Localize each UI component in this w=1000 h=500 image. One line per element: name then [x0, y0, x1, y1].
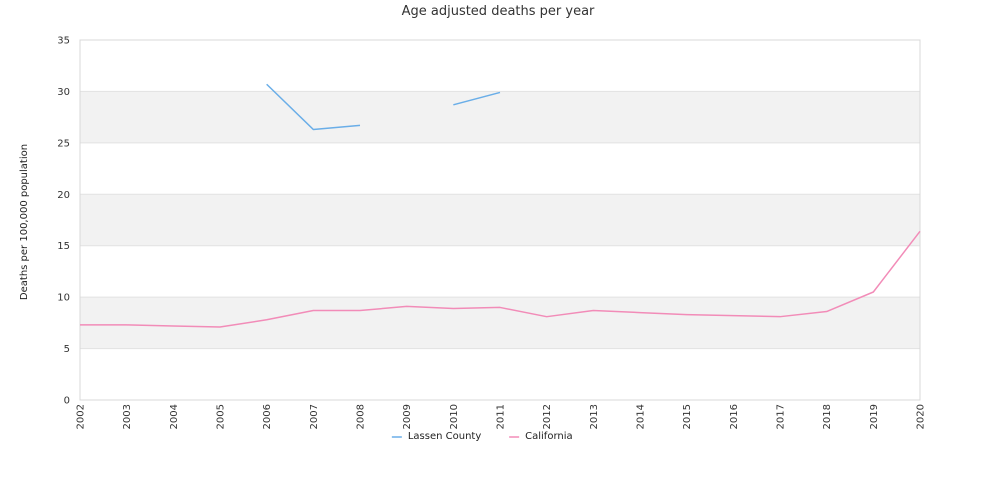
legend-label: Lassen County — [408, 431, 481, 442]
x-tick-label: 2006 — [262, 404, 273, 429]
y-tick-label: 5 — [64, 344, 70, 355]
x-tick-label: 2002 — [76, 404, 87, 429]
x-tick-label: 2003 — [122, 404, 133, 429]
series-lines — [80, 83, 921, 328]
x-tick-label: 2019 — [869, 404, 880, 429]
grid-band — [80, 91, 920, 143]
y-tick-label: 15 — [57, 241, 70, 252]
series-lassen-county — [266, 83, 501, 131]
legend-item: California — [509, 431, 573, 442]
grid-band — [80, 194, 920, 246]
grid-bands — [80, 91, 920, 349]
legend: Lassen County California — [391, 431, 573, 442]
x-tick-label: 2004 — [169, 404, 180, 429]
x-tick-label: 2020 — [916, 404, 927, 429]
chart-title: Age adjusted deaths per year — [402, 4, 595, 19]
plot-area-border — [79, 39, 921, 401]
series-california — [80, 230, 921, 328]
legend-label: California — [525, 431, 573, 442]
series-line-segment — [453, 91, 501, 106]
x-axis-ticks: 2002 2003 2004 2005 2006 2007 2008 2009 2010 2011… — [76, 404, 927, 429]
grid-lines — [80, 39, 920, 401]
x-tick-label: 2007 — [309, 404, 320, 429]
y-tick-label: 10 — [57, 293, 70, 304]
y-tick-label: 0 — [64, 396, 70, 407]
x-tick-label: 2008 — [356, 404, 367, 429]
x-tick-label: 2013 — [589, 404, 600, 429]
series-line-segment — [266, 83, 361, 131]
x-tick-label: 2015 — [682, 404, 693, 429]
series-line-segment — [80, 230, 921, 328]
legend-item: Lassen County — [391, 431, 481, 442]
y-tick-label: 25 — [57, 138, 70, 149]
y-axis-label: Deaths per 100,000 population — [19, 144, 30, 300]
y-tick-label: 30 — [57, 87, 70, 98]
x-tick-label: 2016 — [729, 404, 740, 429]
grid-band — [80, 297, 920, 349]
x-tick-label: 2017 — [776, 404, 787, 429]
y-axis-ticks: 0 5 10 15 20 25 30 35 — [57, 36, 70, 407]
x-tick-label: 2014 — [636, 404, 647, 429]
x-tick-label: 2011 — [496, 404, 507, 429]
y-tick-label: 35 — [57, 36, 70, 47]
x-tick-label: 2018 — [822, 404, 833, 429]
x-tick-label: 2010 — [449, 404, 460, 429]
x-tick-label: 2009 — [402, 404, 413, 429]
x-tick-label: 2012 — [542, 404, 553, 429]
x-tick-label: 2005 — [216, 404, 227, 429]
y-tick-label: 20 — [57, 190, 70, 201]
